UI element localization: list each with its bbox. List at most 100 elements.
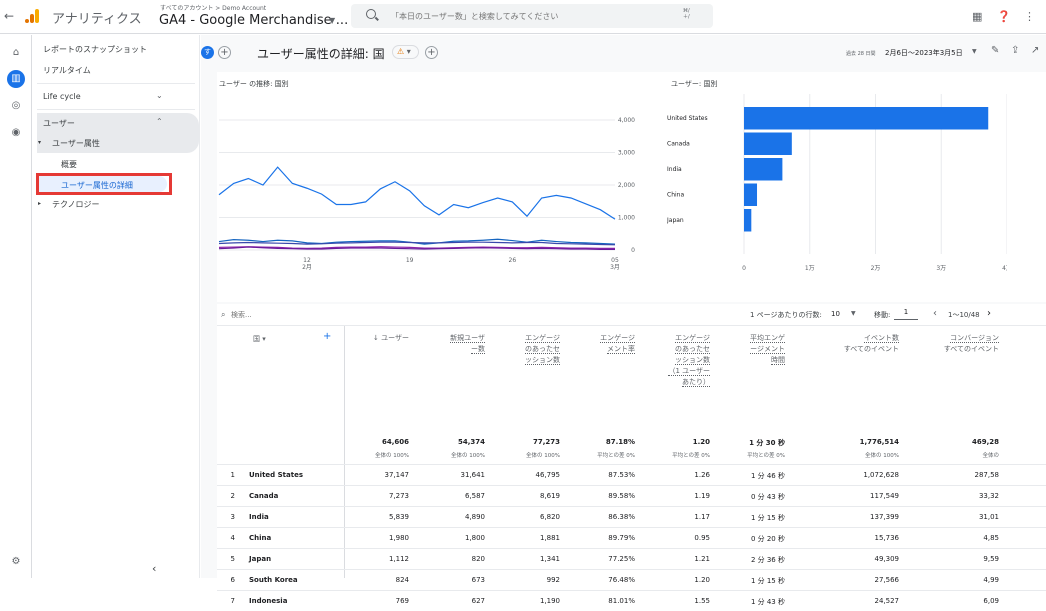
row-value: 37,147 bbox=[384, 471, 410, 479]
total-subtext: 全体の bbox=[982, 453, 999, 459]
collapse-nav-icon[interactable]: ‹ bbox=[152, 562, 157, 575]
goto-input[interactable]: 1 bbox=[894, 308, 918, 320]
row-index: 1 bbox=[230, 471, 235, 479]
column-header[interactable]: エンゲージ メント率 bbox=[545, 333, 635, 355]
rows-per-page-select[interactable]: 10 bbox=[831, 310, 840, 318]
row-country: China bbox=[249, 534, 272, 542]
advertising-icon[interactable]: ◉ bbox=[11, 127, 21, 138]
x-tick-label: 0 bbox=[742, 265, 746, 272]
nav-item-realtime[interactable]: リアルタイム bbox=[43, 66, 91, 75]
nav-item-overview[interactable]: 概要 bbox=[61, 160, 77, 169]
chevron-down-icon[interactable]: ▼ bbox=[972, 48, 977, 55]
table-row[interactable]: 3 India 5,839 4,890 6,820 86.38% 1.17 1 分 15 秒 1… bbox=[217, 506, 1046, 527]
next-page-icon[interactable]: › bbox=[987, 308, 991, 319]
prev-page-icon[interactable]: ‹ bbox=[933, 308, 937, 319]
row-value: 1.26 bbox=[694, 471, 710, 479]
total-subtext: 平均との差 0% bbox=[747, 453, 785, 459]
total-value: 1,776,514 bbox=[859, 438, 899, 446]
row-country: Japan bbox=[249, 555, 272, 563]
more-vert-icon[interactable]: ⋮ bbox=[1024, 10, 1035, 23]
row-index: 3 bbox=[230, 513, 235, 521]
total-value: 54,374 bbox=[457, 438, 485, 446]
warning-icon[interactable]: ⚠ ▾ bbox=[392, 45, 419, 59]
report-header: す + ユーザー属性の詳細: 国 ⚠ ▾ + 過去 28 日間 2月6日～202… bbox=[201, 35, 1046, 71]
expand-arrow-icon[interactable]: ▸ bbox=[38, 200, 42, 207]
edit-report-icon[interactable]: ✎ bbox=[991, 45, 1000, 56]
goto-label: 移動: bbox=[874, 311, 891, 319]
total-subtext: 全体の 100% bbox=[865, 453, 899, 459]
expand-arrow-icon[interactable]: ▾ bbox=[38, 139, 42, 146]
column-header-line: すべてのイベント bbox=[843, 345, 899, 353]
nav-item-user-attr[interactable]: ユーザー属性 bbox=[52, 139, 100, 148]
date-range[interactable]: 2月6日～2023年3月5日 bbox=[885, 49, 963, 57]
nav-item-snapshot[interactable]: レポートのスナップショット bbox=[43, 45, 147, 54]
bar[interactable] bbox=[744, 158, 783, 181]
row-value: 1.19 bbox=[694, 492, 710, 500]
nav-item-lifecycle[interactable]: Life cycle bbox=[43, 92, 81, 101]
dimension-header[interactable]: 国 ▾ bbox=[253, 335, 266, 343]
column-header[interactable]: エンゲージ のあったセ ッション数 bbox=[470, 333, 560, 366]
y-tick-label: 3,000 bbox=[618, 150, 635, 157]
search-bar[interactable]: ⌘/＋/ bbox=[351, 4, 713, 28]
series-line-united-states bbox=[218, 166, 616, 220]
row-value: 89.58% bbox=[608, 492, 635, 500]
reports-icon[interactable]: ▥ bbox=[7, 70, 25, 88]
add-dimension-button[interactable]: + bbox=[323, 331, 332, 342]
y-tick-label: 4,000 bbox=[618, 117, 635, 124]
bar[interactable] bbox=[744, 209, 752, 232]
rows-per-page-label: 1 ページあたりの行数: bbox=[750, 311, 822, 319]
column-header[interactable]: イベント数 すべてのイベント bbox=[809, 333, 899, 355]
breadcrumb[interactable]: すべてのアカウント > Demo Account bbox=[160, 5, 267, 12]
column-header[interactable]: 平均エンゲ ージメント 時間 bbox=[695, 333, 785, 366]
chevron-down-icon[interactable]: ▼ bbox=[851, 310, 856, 317]
column-header[interactable]: コンバージョン すべてのイベント bbox=[909, 333, 999, 355]
chevron-up-icon[interactable]: ⌃ bbox=[156, 117, 163, 126]
help-icon[interactable]: ❓ bbox=[997, 10, 1011, 23]
table-search-input[interactable] bbox=[231, 308, 351, 321]
row-value: 8,619 bbox=[539, 492, 560, 500]
total-subtext: 全体の 100% bbox=[526, 453, 560, 459]
row-index: 6 bbox=[230, 576, 235, 584]
apps-grid-icon[interactable]: ▦ bbox=[972, 10, 983, 23]
series-line-india bbox=[218, 241, 616, 246]
add-filter-button[interactable]: + bbox=[425, 46, 438, 59]
bar[interactable] bbox=[744, 183, 758, 207]
row-value: 1.17 bbox=[694, 513, 710, 521]
search-input[interactable] bbox=[391, 8, 671, 24]
explore-icon[interactable]: ◎ bbox=[11, 100, 21, 111]
row-value: 6,820 bbox=[539, 513, 560, 521]
table-toolbar: ⌕ 1 ページあたりの行数: 10 ▼ 移動: 1 ‹ 1～10/48 › bbox=[217, 304, 1046, 326]
nav-item-user-attr-detail[interactable]: ユーザー属性の詳細 bbox=[61, 181, 133, 190]
table-row[interactable]: 5 Japan 1,112 820 1,341 77.25% 1.21 2 分 36 秒 49,… bbox=[217, 548, 1046, 569]
insights-icon[interactable]: ↗ bbox=[1031, 45, 1040, 56]
column-header[interactable]: ↓ ユーザー bbox=[319, 333, 409, 344]
chevron-down-icon[interactable]: ⌄ bbox=[156, 91, 163, 100]
column-header[interactable]: エンゲージ のあったセ ッション数 （1 ユーザー あたり） bbox=[620, 333, 710, 388]
x-tick-label: 26 bbox=[509, 257, 517, 264]
total-value: 64,606 bbox=[381, 438, 409, 446]
back-arrow-icon[interactable]: ← bbox=[4, 9, 15, 23]
settings-gear-icon[interactable]: ⚙ bbox=[11, 556, 21, 567]
column-header-line: のあったセ bbox=[675, 345, 710, 354]
x-tick-label: 19 bbox=[406, 257, 414, 264]
home-icon[interactable]: ⌂ bbox=[12, 47, 20, 58]
row-value: 6,587 bbox=[464, 492, 485, 500]
table-row[interactable]: 4 China 1,980 1,800 1,881 89.79% 0.95 0 分 20 秒 1… bbox=[217, 527, 1046, 548]
column-header[interactable]: 新規ユーザ ー数 bbox=[395, 333, 485, 355]
row-value: 5,839 bbox=[388, 513, 409, 521]
page-range: 1～10/48 bbox=[948, 311, 980, 319]
share-icon[interactable]: ⇪ bbox=[1011, 45, 1020, 56]
property-selector[interactable]: GA4 - Google Merchandise ... bbox=[159, 13, 349, 28]
nav-item-user[interactable]: ユーザー bbox=[43, 119, 75, 128]
nav-item-tech[interactable]: テクノロジー bbox=[52, 200, 100, 209]
chevron-down-icon[interactable]: ▼ bbox=[329, 16, 336, 25]
table-row[interactable]: 2 Canada 7,273 6,587 8,619 89.58% 1.19 0 分 43 秒… bbox=[217, 485, 1046, 506]
bar[interactable] bbox=[744, 107, 989, 130]
avatar[interactable]: す bbox=[201, 46, 214, 59]
app-name: アナリティクス bbox=[52, 12, 142, 27]
bar[interactable] bbox=[744, 132, 792, 156]
add-comparison-button[interactable]: + bbox=[218, 46, 231, 59]
table-row[interactable]: 1 United States 37,147 31,641 46,795 87.53% 1.… bbox=[217, 464, 1046, 485]
